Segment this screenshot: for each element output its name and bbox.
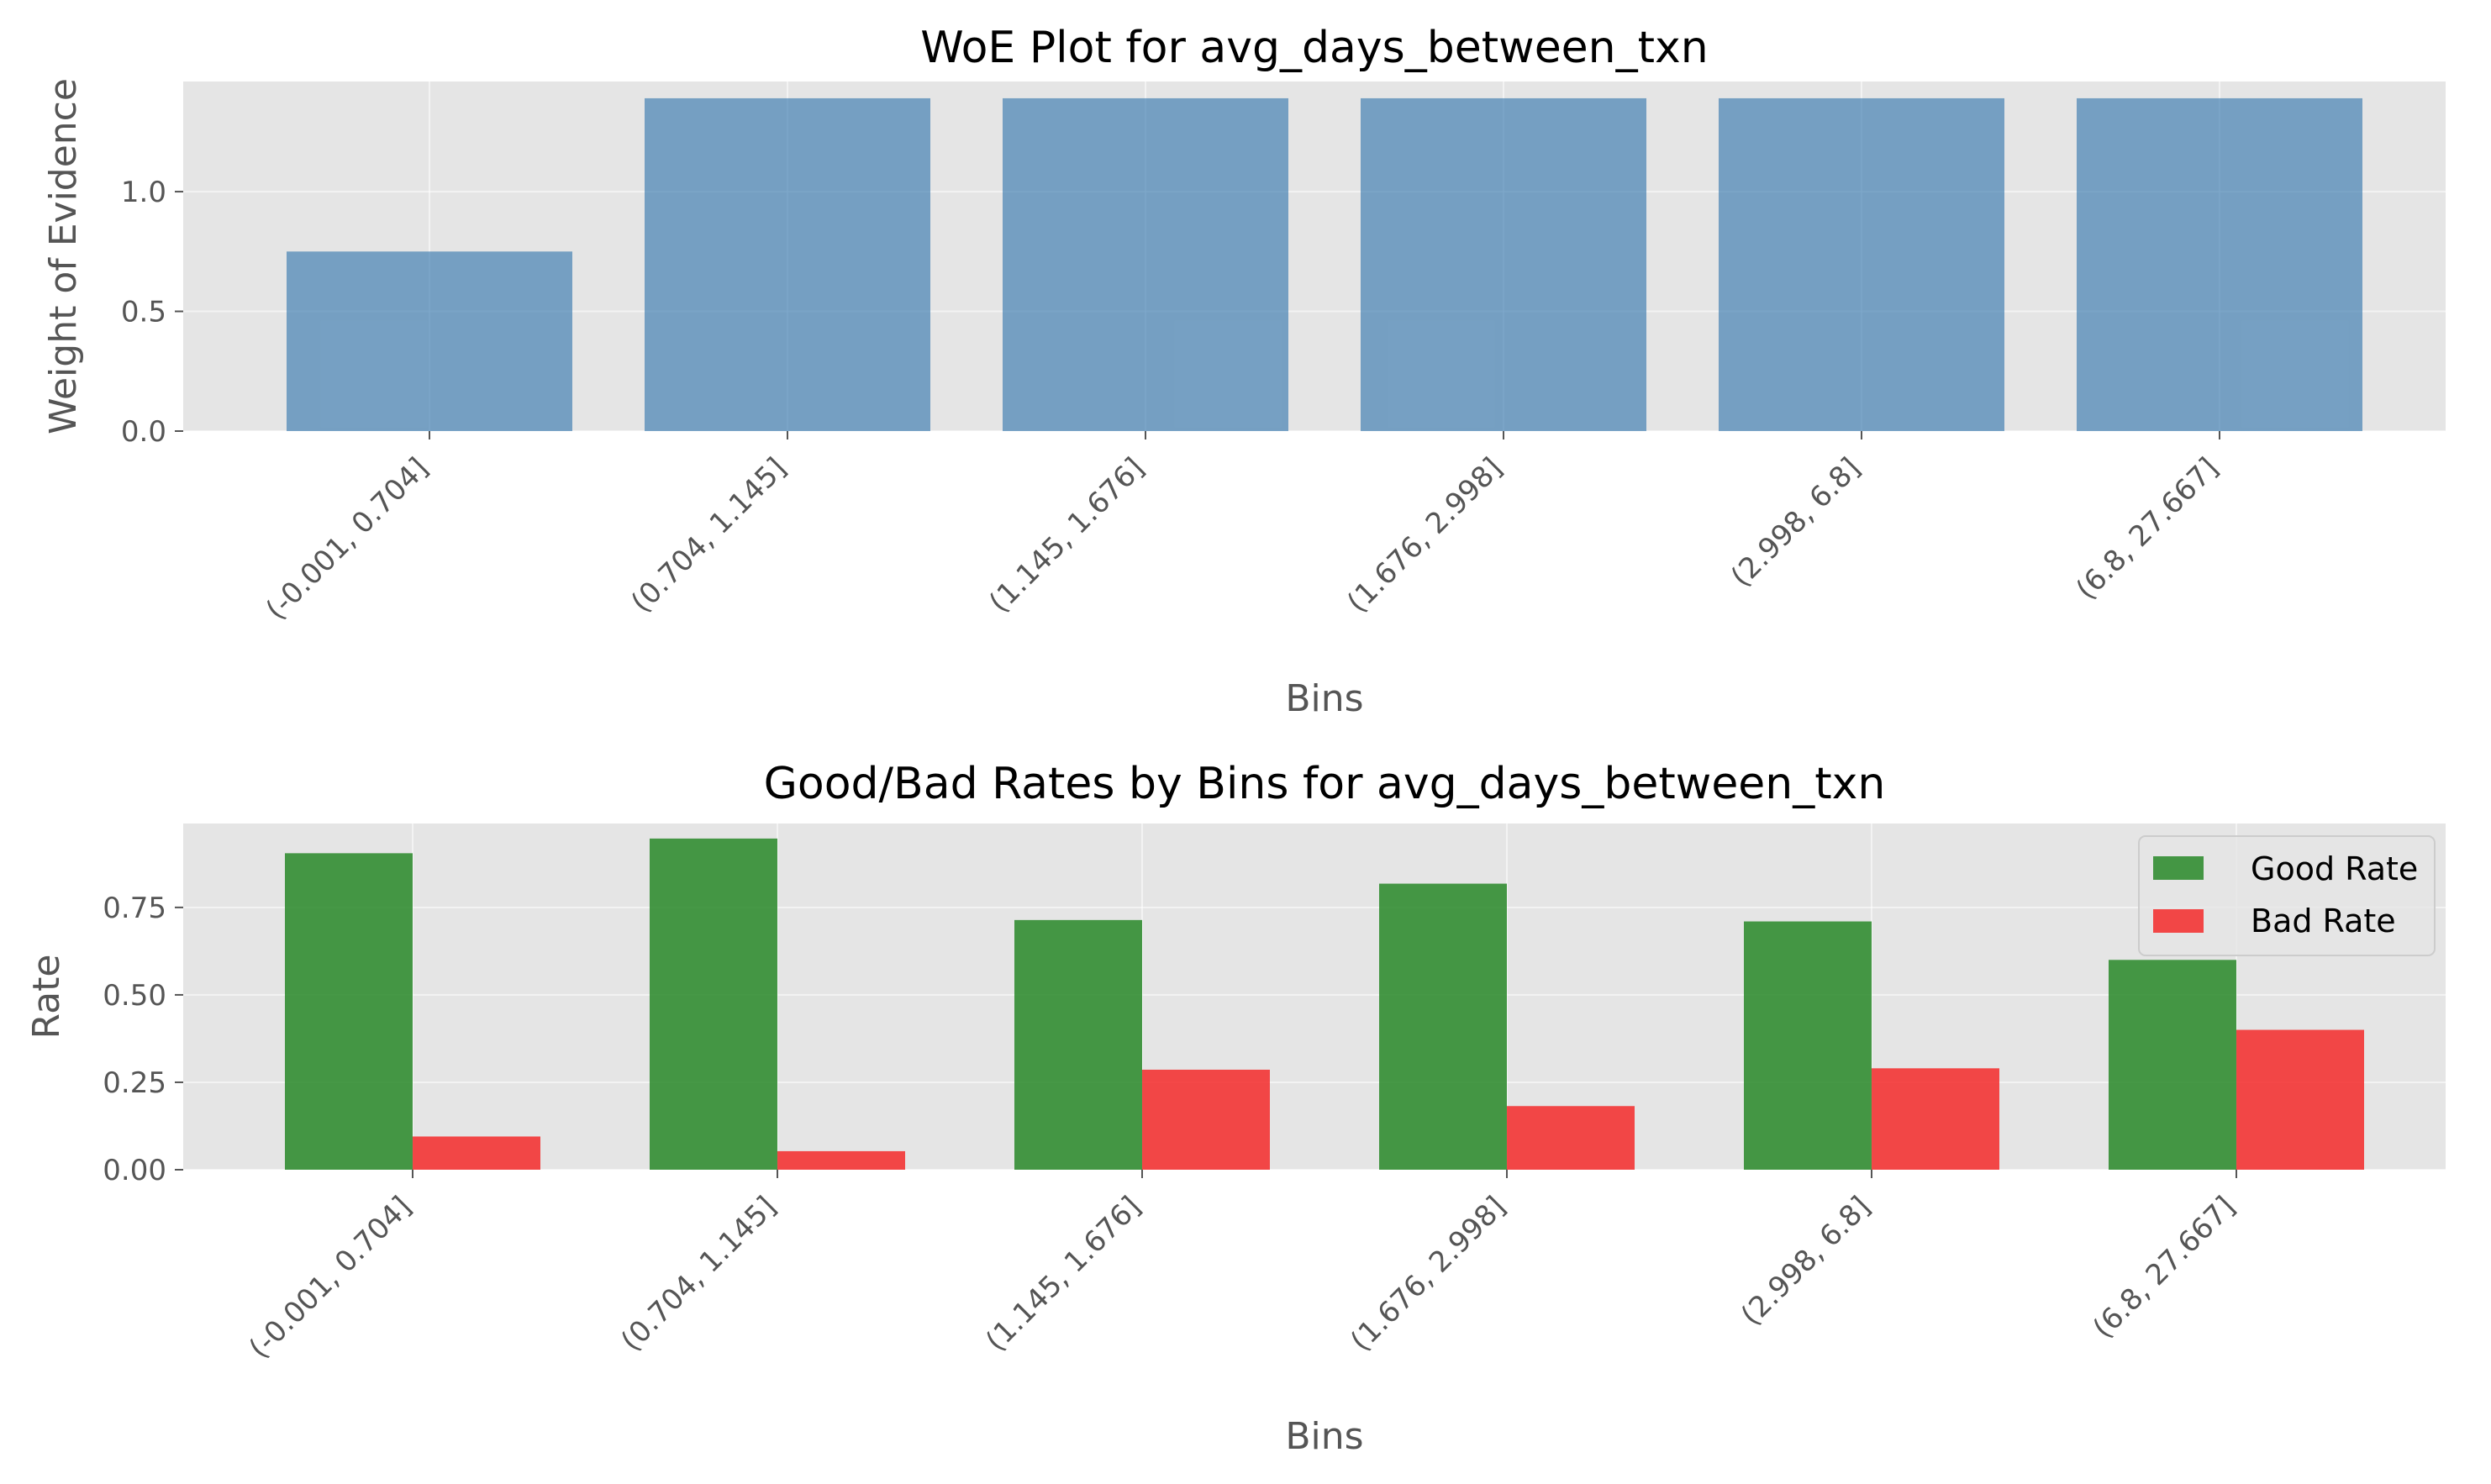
woe-bar (1719, 97, 2004, 432)
woe-y-ticks: 0.0 0.5 1.0 (121, 176, 183, 449)
x-tick-label: (1.145, 1.676] (979, 1190, 1147, 1358)
woe-x-ticks: (-0.001, 0.704] (0.704, 1.145] (1.145, 1.6… (260, 431, 2225, 627)
x-tick-label: (2.998, 6.8] (1735, 1190, 1877, 1332)
good-rate-bar (1014, 919, 1142, 1170)
rates-chart-title: Good/Bad Rates by Bins for avg_days_betw… (764, 759, 1886, 809)
legend-label-good-rate: Good Rate (2251, 850, 2418, 887)
legend-label-bad-rate: Bad Rate (2251, 903, 2396, 939)
good-rate-bar (285, 853, 413, 1170)
good-rate-bar (1744, 921, 1872, 1170)
rates-legend: Good Rate Bad Rate (2138, 835, 2436, 956)
legend-box (2138, 835, 2436, 956)
x-tick-label: (1.676, 2.998] (1340, 451, 1509, 619)
x-tick-label: (0.704, 1.145] (624, 451, 793, 619)
bad-rate-bar (2236, 1029, 2364, 1170)
rates-x-ticks: (-0.001, 0.704] (0.704, 1.145] (1.145, 1.6… (243, 1170, 2242, 1366)
y-tick-label: 0.00 (103, 1154, 166, 1187)
y-tick-label: 0.5 (121, 296, 166, 329)
woe-chart-title: WoE Plot for avg_days_between_txn (920, 23, 1709, 73)
woe-bars (287, 97, 2362, 432)
good-rate-bar (2109, 960, 2236, 1170)
x-tick-label: (6.8, 27.667] (2087, 1190, 2242, 1345)
rates-chart: 0.00 0.25 0.50 0.75 (-0.001, 0.704] (0.704, … (25, 759, 2446, 1458)
x-tick-label: (1.145, 1.676] (982, 451, 1151, 619)
x-tick-label: (-0.001, 0.704] (243, 1190, 419, 1366)
good-rate-bar (1379, 883, 1507, 1170)
woe-bar (645, 97, 930, 432)
good-rate-bar (650, 838, 777, 1170)
woe-y-axis-label: Weight of Evidence (42, 78, 85, 434)
x-tick-label: (1.676, 2.998] (1344, 1190, 1512, 1358)
woe-chart: 0.00.51.0 (-0.001, 0.704] (0.704, 1.145](… (42, 23, 2446, 720)
rates-plot-area (183, 824, 2446, 1170)
bad-rate-bar (413, 1136, 540, 1170)
x-tick-label: (2.998, 6.8] (1725, 451, 1867, 593)
woe-bar (1003, 97, 1288, 432)
x-tick-label: (6.8, 27.667] (2070, 451, 2225, 607)
y-tick-label: 0.25 (103, 1066, 166, 1100)
legend-swatch-good-rate (2153, 856, 2204, 880)
rates-y-ticks: 0.00 0.25 0.50 0.75 (103, 892, 183, 1187)
legend-swatch-bad-rate (2153, 909, 2204, 933)
y-tick-label: 0.0 (121, 415, 166, 449)
x-tick-label: (0.704, 1.145] (614, 1190, 782, 1358)
woe-bar (287, 251, 572, 431)
woe-bar (1361, 97, 1646, 432)
bad-rate-bar (1872, 1068, 1999, 1170)
rates-bars (285, 838, 2364, 1170)
y-tick-label: 0.75 (103, 892, 166, 925)
y-tick-label: 0.50 (103, 979, 166, 1013)
rates-y-axis-label: Rate (25, 955, 68, 1039)
bad-rate-bar (1507, 1106, 1635, 1170)
woe-bar (2077, 97, 2362, 432)
y-tick-label: 1.0 (121, 176, 166, 209)
x-tick-label: (-0.001, 0.704] (260, 451, 435, 627)
bad-rate-bar (777, 1150, 905, 1170)
rates-x-axis-label: Bins (1285, 1415, 1363, 1458)
bad-rate-bar (1142, 1069, 1270, 1170)
woe-x-axis-label: Bins (1285, 677, 1363, 720)
